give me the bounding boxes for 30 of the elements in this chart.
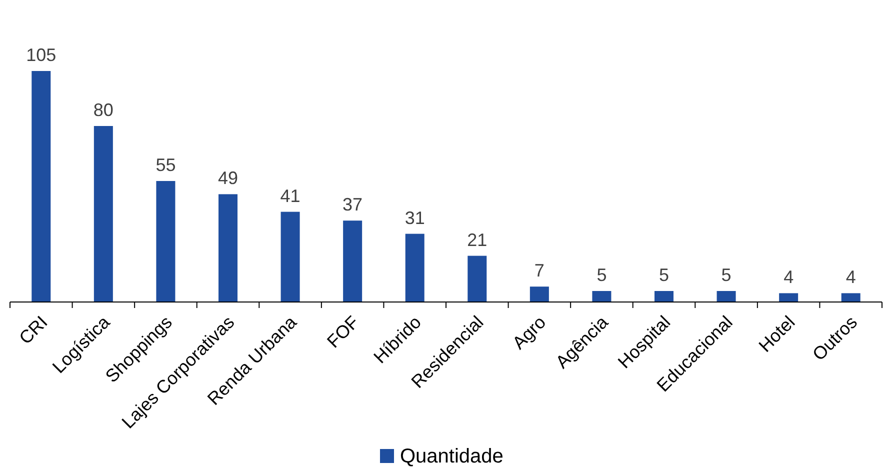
x-tick-label: CRI: [15, 312, 52, 348]
data-label: 4: [784, 267, 794, 288]
bar: [716, 291, 736, 302]
bar: [156, 181, 176, 302]
data-label: 5: [658, 265, 670, 285]
data-label: 55: [156, 155, 176, 175]
bar: [468, 256, 487, 302]
data-label: 5: [596, 265, 607, 285]
data-label: 41: [280, 186, 300, 206]
bar: [592, 291, 612, 302]
bar: [530, 286, 549, 302]
bar: [779, 293, 798, 302]
bar: [94, 126, 113, 302]
data-label: 5: [721, 265, 732, 285]
data-label: 7: [534, 260, 544, 281]
bar: [32, 71, 51, 302]
bar: [841, 293, 860, 302]
data-label: 49: [218, 168, 238, 188]
bar: [280, 212, 300, 302]
data-label: 80: [93, 100, 114, 120]
data-label: 37: [342, 194, 363, 215]
data-label: 4: [846, 267, 856, 288]
legend-label: Quantidade: [400, 445, 504, 468]
data-label: 31: [404, 208, 425, 228]
bar: [343, 220, 362, 302]
bar: [405, 234, 424, 302]
bar: [654, 291, 674, 302]
bar: [218, 194, 238, 302]
data-label: 21: [467, 230, 488, 250]
data-label: 105: [26, 45, 56, 65]
